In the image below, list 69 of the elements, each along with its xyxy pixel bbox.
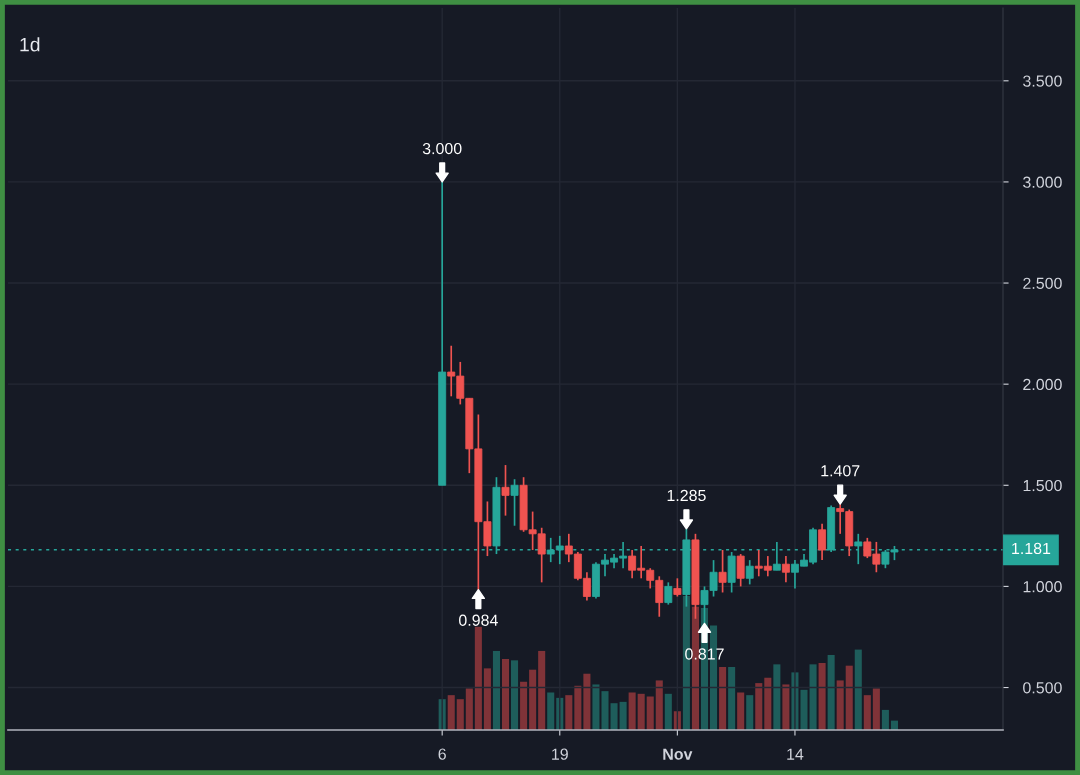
- bar: [728, 667, 736, 730]
- candlestick: [718, 549, 727, 594]
- bar: [520, 681, 528, 730]
- bar: [800, 689, 808, 730]
- bar: [538, 650, 546, 730]
- bar: [737, 692, 745, 730]
- bar: [836, 680, 844, 730]
- bar: [746, 695, 754, 730]
- candlestick: [664, 581, 673, 606]
- bar: [565, 695, 573, 730]
- annotation: 1.285: [667, 489, 706, 502]
- bar: [492, 650, 500, 730]
- bar: [655, 680, 663, 730]
- bar: [646, 696, 654, 730]
- bar: [664, 693, 672, 730]
- bar: [872, 688, 880, 730]
- bar: [773, 664, 781, 730]
- bar: [447, 695, 455, 730]
- bar: [483, 668, 491, 730]
- candlestick: [673, 577, 682, 598]
- y-tick-label: 2.500: [1023, 277, 1062, 289]
- bar: [529, 669, 537, 730]
- bar: [601, 691, 609, 730]
- bar: [610, 703, 618, 730]
- candlestick: [501, 464, 510, 517]
- candlestick: [781, 555, 790, 584]
- y-tick-label: 1.000: [1023, 581, 1062, 593]
- bar: [827, 654, 835, 730]
- x-tick-label: 19: [552, 748, 568, 760]
- bar: [474, 626, 482, 730]
- bar: [809, 664, 817, 730]
- bar: [592, 684, 600, 730]
- x-tick-label: 6: [438, 748, 446, 760]
- bar: [854, 649, 862, 730]
- text: 1d: [20, 37, 40, 52]
- bar: [619, 701, 627, 730]
- candlestick: [510, 478, 519, 527]
- annotation: 0.984: [459, 614, 498, 626]
- x-tick-label: Nov: [663, 748, 693, 760]
- bar: [818, 663, 826, 730]
- x-tick-label: 14: [787, 748, 804, 760]
- y-tick-label: 0.500: [1023, 682, 1062, 694]
- bar: [719, 667, 727, 730]
- annotation: 3.000: [422, 142, 462, 155]
- bar: [782, 684, 790, 730]
- annotation: 0.817: [685, 648, 724, 660]
- bar: [501, 658, 510, 730]
- annotation: 1.407: [821, 465, 860, 477]
- y-tick-label: 3.500: [1023, 75, 1062, 87]
- bar: [881, 709, 889, 730]
- bar: [574, 685, 582, 730]
- ref-line-label: 1.181: [1012, 542, 1051, 555]
- y-tick-label: 2.000: [1023, 378, 1062, 391]
- bar: [583, 673, 591, 730]
- candlestick: [745, 559, 754, 586]
- bar: [511, 660, 519, 730]
- bar: [845, 665, 853, 730]
- candlestick: [818, 522, 827, 561]
- candlestick: [736, 553, 745, 588]
- bar: [755, 683, 763, 730]
- y-tick-label: 1.500: [1023, 479, 1062, 492]
- bar: [863, 695, 871, 730]
- bar: [465, 688, 473, 730]
- bar: [764, 677, 772, 730]
- bar: [456, 699, 464, 730]
- bar: [547, 692, 555, 730]
- bar: [628, 692, 636, 730]
- y-tick-label: 3.000: [1023, 176, 1062, 188]
- bar: [637, 693, 645, 730]
